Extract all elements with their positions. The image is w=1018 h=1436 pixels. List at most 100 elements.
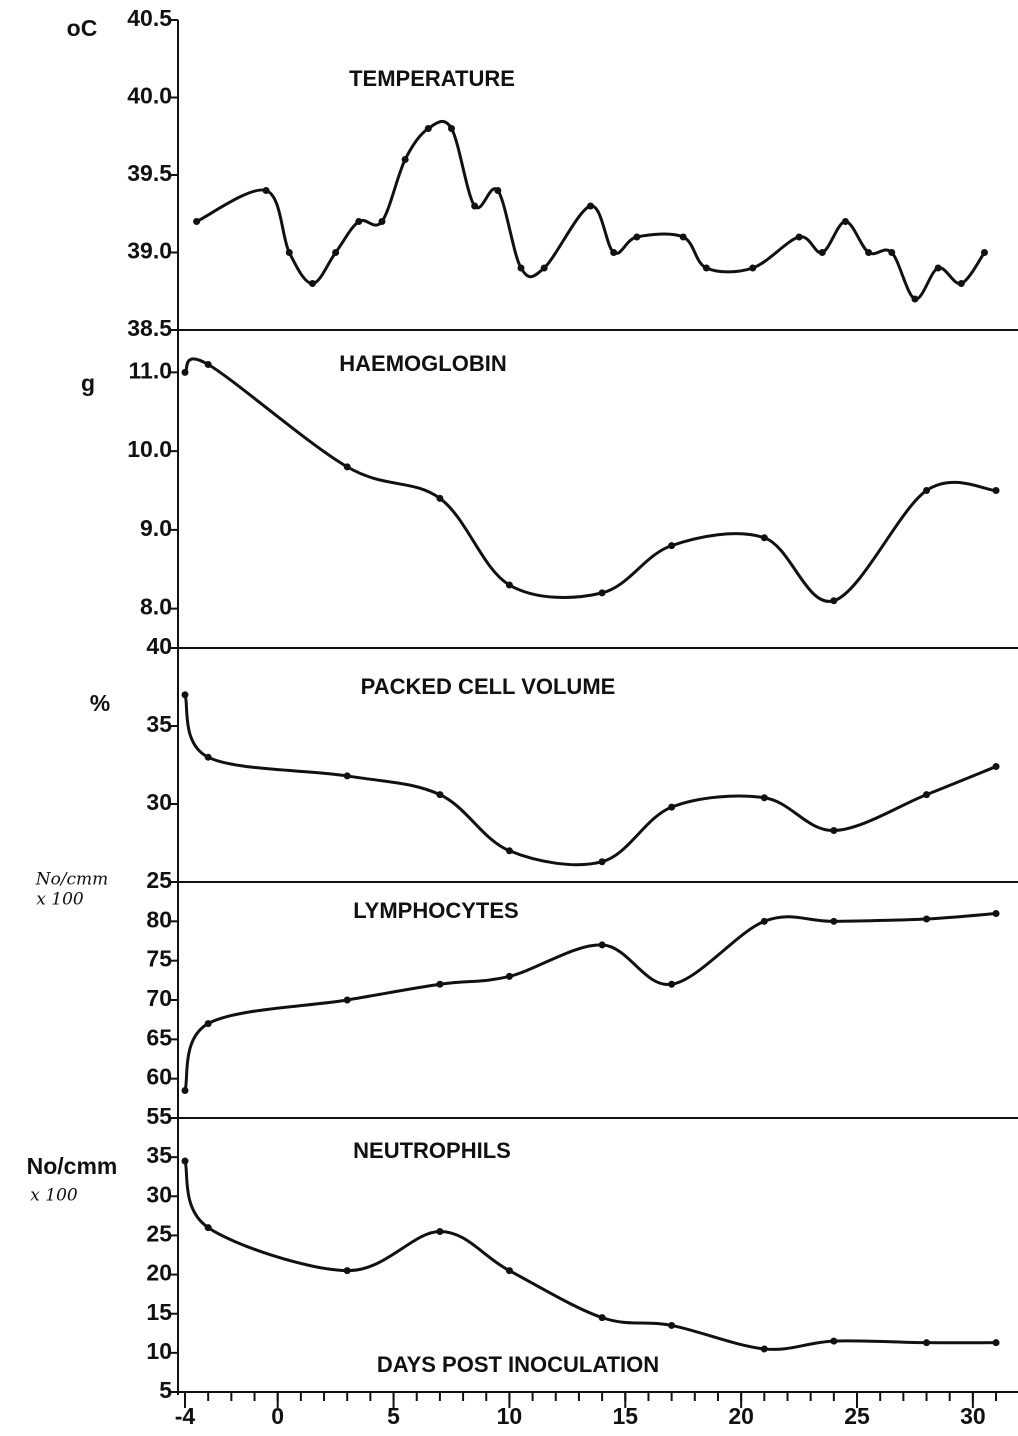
y-tick-label: 70 xyxy=(146,985,172,1011)
data-point xyxy=(181,1086,189,1094)
data-point xyxy=(598,858,606,866)
data-point xyxy=(923,915,931,923)
y-unit: % xyxy=(90,690,110,716)
y-tick-label: 80 xyxy=(146,906,172,932)
panel-title: LYMPHOCYTES xyxy=(353,898,518,923)
x-tick-label: 0 xyxy=(271,1403,284,1429)
data-point xyxy=(830,827,838,835)
panel-title: PACKED CELL VOLUME xyxy=(361,674,616,699)
data-point xyxy=(841,218,849,225)
data-point xyxy=(285,249,293,256)
data-point xyxy=(992,909,1000,917)
data-point xyxy=(865,249,873,256)
data-line xyxy=(183,357,997,603)
data-point xyxy=(540,264,548,272)
data-point xyxy=(343,1267,351,1275)
data-point xyxy=(830,1337,838,1345)
panel-title: HAEMOGLOBIN xyxy=(339,351,506,376)
y-tick-label: 30 xyxy=(146,789,172,815)
data-point xyxy=(494,187,502,194)
y-unit-2: x 100 xyxy=(30,1186,78,1206)
y-unit: No/cmm xyxy=(27,1153,118,1179)
data-point xyxy=(760,534,768,542)
data-point xyxy=(749,264,757,272)
data-point xyxy=(505,1267,513,1275)
y-tick-label: 40 xyxy=(146,633,172,659)
data-line xyxy=(183,911,997,1091)
panel-title: TEMPERATURE xyxy=(349,66,515,91)
data-point xyxy=(181,368,189,376)
y-unit-2: x 100 xyxy=(36,890,84,910)
y-tick-label: 38.5 xyxy=(127,315,172,341)
data-line xyxy=(183,1160,997,1351)
y-tick-label: 10.0 xyxy=(127,436,172,462)
data-point xyxy=(308,280,316,287)
data-point xyxy=(923,487,931,494)
data-point xyxy=(436,494,444,502)
data-point xyxy=(888,249,896,256)
data-point xyxy=(992,1339,1000,1347)
y-tick-label: 20 xyxy=(146,1260,172,1286)
data-point xyxy=(505,847,513,855)
y-tick-label: 60 xyxy=(146,1064,172,1090)
y-tick-label: 25 xyxy=(146,867,172,893)
data-point xyxy=(332,249,340,256)
y-unit: g xyxy=(81,370,95,396)
data-point xyxy=(760,1345,768,1353)
data-point xyxy=(598,1314,606,1322)
data-line xyxy=(183,694,997,867)
data-point xyxy=(818,249,826,256)
data-point xyxy=(505,581,513,589)
data-point xyxy=(702,264,710,272)
data-point xyxy=(668,803,676,811)
data-point xyxy=(598,941,606,949)
y-tick-label: 39.0 xyxy=(127,238,172,264)
data-point xyxy=(447,125,455,132)
data-point xyxy=(598,589,606,597)
data-point xyxy=(262,187,270,194)
y-tick-label: 9.0 xyxy=(140,515,172,541)
data-point xyxy=(633,233,641,241)
x-axis-label: DAYS POST INOCULATION xyxy=(377,1352,659,1377)
data-point xyxy=(587,202,595,210)
x-tick-label: 25 xyxy=(844,1403,870,1429)
y-unit: oC xyxy=(67,15,98,41)
data-point xyxy=(911,295,919,303)
data-line xyxy=(195,119,986,301)
y-tick-label: 25 xyxy=(146,1221,172,1247)
y-tick-label: 40.0 xyxy=(127,83,172,109)
data-point xyxy=(980,249,988,256)
y-tick-label: 65 xyxy=(146,1024,172,1050)
panel-title: NEUTROPHILS xyxy=(353,1138,511,1163)
y-tick-label: 30 xyxy=(146,1181,172,1207)
data-point xyxy=(204,1224,212,1232)
data-point xyxy=(830,597,838,605)
data-point xyxy=(760,917,768,925)
y-tick-label: 39.5 xyxy=(127,160,172,186)
y-tick-label: 55 xyxy=(146,1103,172,1129)
data-point xyxy=(934,264,942,272)
y-tick-label: 15 xyxy=(146,1299,172,1325)
data-point xyxy=(760,794,768,802)
y-tick-label: 10 xyxy=(146,1338,172,1364)
data-point xyxy=(181,691,189,699)
data-point xyxy=(401,156,409,163)
data-point xyxy=(204,753,212,761)
y-tick-label: 5 xyxy=(159,1377,172,1403)
y-tick-label: 35 xyxy=(146,1142,172,1168)
y-tick-label: 75 xyxy=(146,946,172,972)
x-tick-label: 30 xyxy=(960,1403,986,1429)
x-tick-label: 15 xyxy=(612,1403,638,1429)
x-tick-label: -4 xyxy=(175,1403,196,1429)
data-point xyxy=(679,233,687,241)
data-point xyxy=(181,1157,189,1165)
data-point xyxy=(830,917,838,925)
data-point xyxy=(343,996,351,1004)
data-point xyxy=(668,980,676,988)
y-tick-label: 8.0 xyxy=(140,594,172,620)
data-point xyxy=(471,202,479,210)
data-point xyxy=(436,791,444,799)
data-point xyxy=(992,763,1000,771)
data-point xyxy=(610,249,618,256)
data-point xyxy=(668,1321,676,1329)
